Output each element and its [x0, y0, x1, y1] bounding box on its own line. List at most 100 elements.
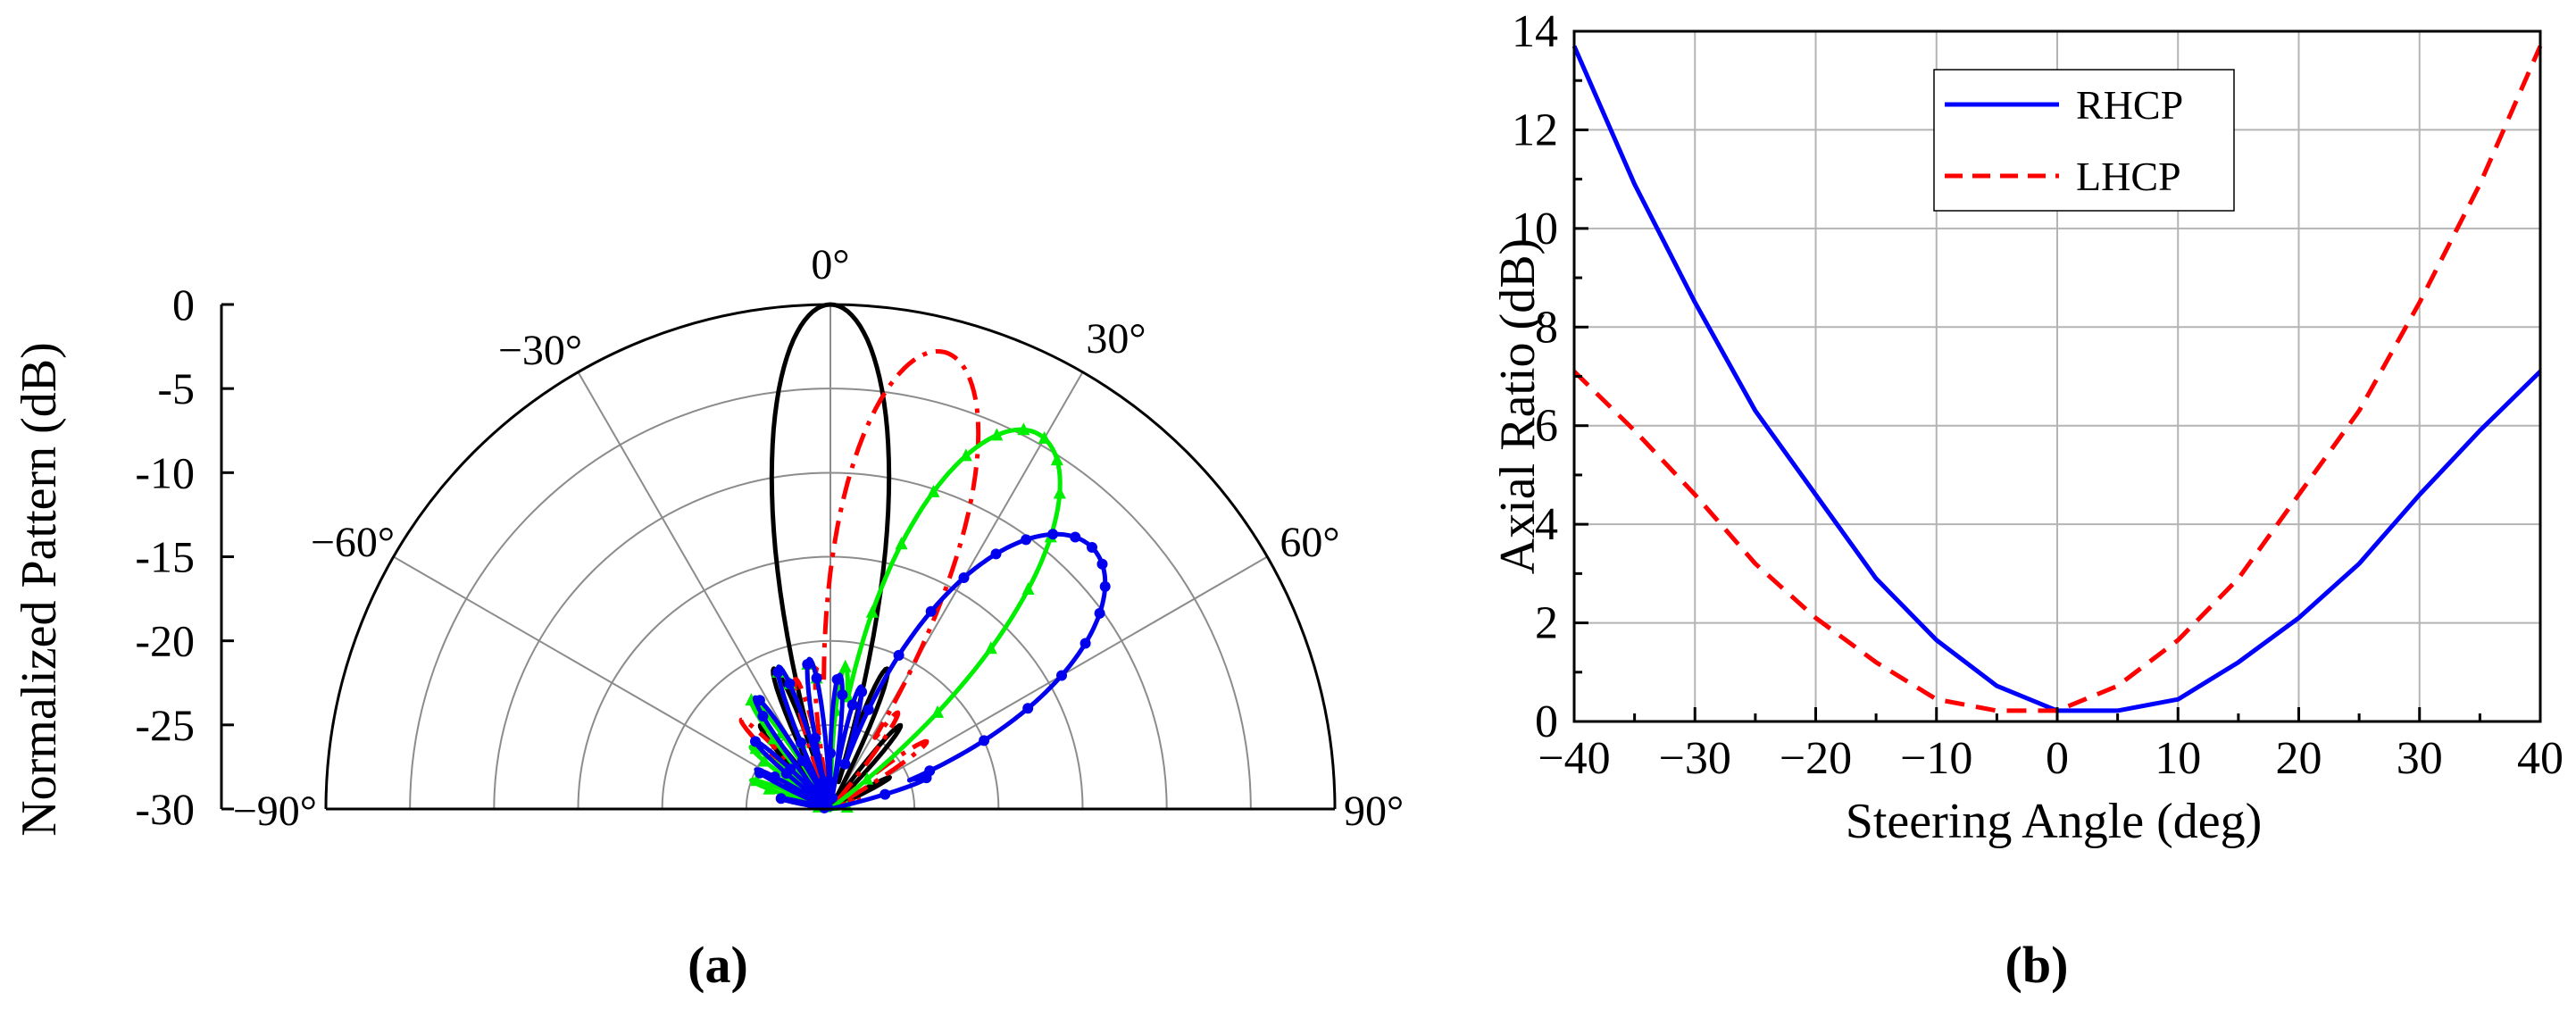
polar-series-marker-3	[757, 711, 769, 721]
polar-series-marker-3	[880, 788, 891, 800]
line-y-tick-label: 12	[1512, 104, 1558, 155]
line-x-tick-label: 30	[2397, 733, 2443, 784]
line-chart: −40 −30 −20 −10 0 10 20 30 40 0 2 4 6 8 10 12 14 Steerin…	[1490, 6, 2563, 994]
polar-r-tick-label: -10	[135, 447, 195, 497]
polar-series-marker-3	[784, 678, 796, 689]
polar-axis: 0 -5 -10 -15 -20 -25 -30 −90° −60° −30° 0° 30° 60° 90…	[135, 241, 1404, 835]
line-x-tick-label: 0	[2046, 733, 2069, 784]
polar-series-marker-3	[1080, 638, 1091, 649]
line-y-tick-label: 14	[1512, 6, 1558, 57]
polar-series-marker-3	[823, 775, 835, 787]
line-x-tick-label: 20	[2276, 733, 2322, 784]
polar-grid-spoke	[829, 371, 1084, 810]
polar-series-marker-3	[921, 772, 932, 784]
line-y-tick-label: 10	[1512, 204, 1558, 254]
polar-series-marker-3	[1056, 670, 1067, 681]
polar-series-marker-2	[865, 605, 879, 618]
polar-series-marker-3	[769, 771, 780, 782]
polar-series-marker-2	[838, 659, 852, 672]
polar-series-marker-2	[763, 781, 776, 795]
polar-series-marker-3	[1021, 534, 1032, 546]
polar-series-marker-2	[931, 705, 945, 718]
polar-series-marker-3	[863, 704, 874, 715]
legend-label-lhcp: LHCP	[2076, 154, 2181, 199]
legend: RHCP LHCP	[1933, 69, 2235, 212]
polar-angle-label: 90°	[1344, 788, 1404, 835]
polar-series-marker-3	[1022, 703, 1034, 714]
polar-series-marker-2	[959, 448, 972, 462]
polar-series-marker-3	[893, 649, 905, 661]
polar-angle-label: −60°	[311, 519, 395, 566]
polar-r-tick-label: -25	[135, 700, 195, 750]
line-x-tick-label: 40	[2517, 733, 2563, 784]
polar-series-marker-3	[750, 736, 761, 747]
polar-series-marker-2	[758, 754, 771, 767]
polar-series-marker-3	[802, 659, 813, 670]
polar-series-marker-2	[1050, 453, 1063, 466]
polar-series-marker-3	[846, 699, 858, 711]
line-x-tick-label: −30	[1659, 733, 1731, 784]
polar-series-marker-2	[1038, 430, 1051, 444]
polar-series-marker-3	[796, 755, 808, 766]
line-y-tick-label: 6	[1535, 401, 1558, 452]
polar-angle-label: 60°	[1280, 519, 1339, 566]
line-x-tick-label: −20	[1780, 733, 1852, 784]
polar-series-marker-2	[1053, 486, 1066, 499]
line-x-axis-label: Steering Angle (deg)	[1846, 794, 2263, 849]
polar-grid-spoke	[393, 555, 831, 810]
polar-series-marker-3	[979, 735, 990, 746]
polar-r-tick-label: -15	[135, 532, 195, 582]
polar-series-marker-3	[796, 737, 806, 748]
polar-series-marker-3	[754, 767, 765, 779]
polar-y-axis-label: Normalized Pattern (dB)	[12, 342, 67, 837]
polar-series-marker-2	[861, 771, 874, 785]
polar-series-marker-3	[1096, 558, 1108, 570]
polar-series-marker-3	[811, 672, 822, 684]
line-y-tick-label: 8	[1535, 302, 1558, 353]
polar-series-line-0	[757, 302, 904, 812]
legend-box	[1933, 69, 2235, 212]
polar-series-marker-3	[754, 695, 765, 706]
line-x-tick-label: 10	[2155, 733, 2201, 784]
polar-series-marker-3	[772, 666, 784, 678]
polar-r-tick-label: -30	[135, 784, 195, 834]
polar-series-marker-3	[839, 758, 851, 770]
polar-outer-arc	[324, 303, 1337, 810]
polar-series-marker-2	[895, 537, 908, 550]
polar-series-marker-3	[818, 795, 829, 806]
polar-series-marker-3	[825, 747, 836, 759]
polar-grid-spoke	[829, 555, 1268, 810]
legend-label-rhcp: RHCP	[2076, 82, 2183, 128]
line-x-tick-label: −40	[1538, 733, 1610, 784]
polar-series-marker-2	[990, 428, 1004, 441]
polar-series-marker-3	[827, 792, 838, 804]
line-y-tick-label: 2	[1535, 598, 1558, 649]
polar-series-marker-3	[810, 732, 821, 744]
polar-series-marker-3	[856, 686, 868, 697]
polar-angle-label: 0°	[811, 241, 849, 288]
polar-angle-label: −30°	[498, 327, 582, 374]
polar-r-tick-label: -5	[157, 363, 195, 413]
polar-series-marker-2	[984, 641, 997, 655]
panel-a-label: (a)	[688, 936, 748, 994]
polar-series-marker-3	[1047, 529, 1059, 540]
polar-series-marker-3	[1094, 607, 1105, 619]
polar-series-marker-3	[1087, 542, 1097, 553]
polar-r-tick-label: 0	[172, 279, 195, 329]
line-x-tick-label: −10	[1900, 733, 1972, 784]
polar-series-marker-3	[831, 674, 843, 685]
line-y-tick-label: 4	[1535, 499, 1558, 550]
polar-series-marker-3	[1070, 531, 1081, 543]
panel-b-label: (b)	[2005, 936, 2069, 994]
polar-series-marker-3	[837, 689, 848, 701]
polar-series-marker-2	[1017, 422, 1030, 436]
polar-series-marker-3	[775, 793, 787, 805]
polar-series-marker-3	[958, 572, 970, 583]
polar-series-marker-2	[749, 741, 763, 755]
polar-series-marker-3	[785, 763, 796, 775]
polar-chart: 0 -5 -10 -15 -20 -25 -30 −90° −60° −30° 0° 30° 60° 90…	[12, 241, 1404, 994]
polar-angle-label: 30°	[1086, 315, 1146, 363]
polar-series-marker-3	[925, 605, 937, 617]
polar-series-marker-3	[990, 548, 1002, 560]
